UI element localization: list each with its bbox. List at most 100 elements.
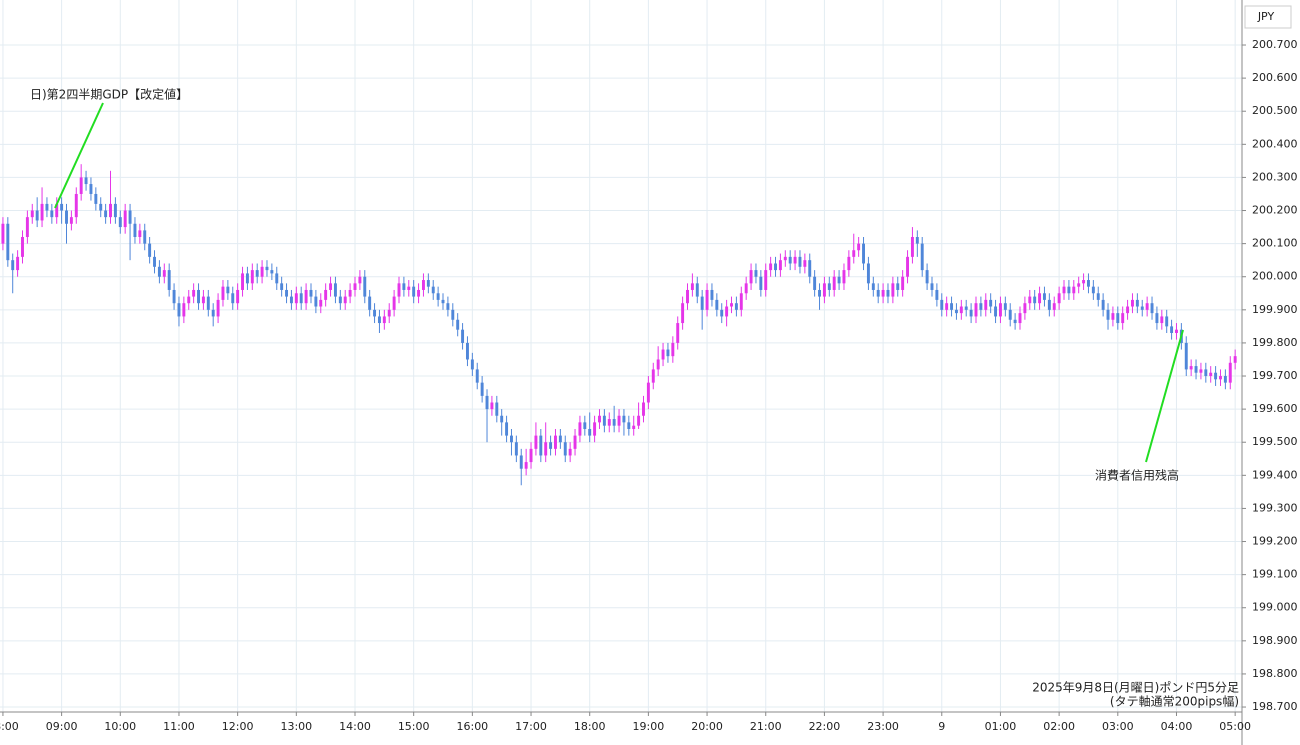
candle-body xyxy=(255,270,259,277)
x-tick-label: 09:00 xyxy=(46,720,78,733)
candle-body xyxy=(1062,286,1066,294)
candle-body xyxy=(65,210,68,224)
candle-body xyxy=(935,289,939,300)
y-tick-label: 199.100 xyxy=(1252,568,1298,581)
candle-body xyxy=(1199,369,1203,373)
candle-body xyxy=(607,419,611,426)
candle-body xyxy=(593,422,597,436)
candle-body xyxy=(1052,303,1056,310)
candle-body xyxy=(1086,280,1090,287)
candle-body xyxy=(187,296,191,304)
candle-body xyxy=(475,369,479,383)
candle-body xyxy=(1121,313,1125,324)
candle-body xyxy=(1008,309,1012,320)
candle-body xyxy=(588,428,592,436)
candle-body xyxy=(656,359,660,370)
candle-body xyxy=(201,296,205,304)
x-tick-label: 01:00 xyxy=(985,720,1017,733)
candle-body xyxy=(1023,303,1027,314)
candle-body xyxy=(299,293,303,304)
y-tick-label: 200.600 xyxy=(1252,71,1298,84)
candle-body xyxy=(60,203,64,211)
candle-body xyxy=(485,395,489,410)
candle-body xyxy=(1013,319,1017,324)
candle-body xyxy=(994,306,998,317)
candle-body xyxy=(881,289,885,297)
y-tick-label: 199.200 xyxy=(1252,535,1298,548)
candle-body xyxy=(612,419,616,426)
annotation-line xyxy=(54,102,104,209)
candle-body xyxy=(402,283,406,290)
candle-body xyxy=(265,266,269,271)
annotation: 日)第2四半期GDP【改定値】 xyxy=(30,87,188,102)
candle-body xyxy=(21,237,24,257)
candle-body xyxy=(925,270,929,284)
x-tick-label: 21:00 xyxy=(750,720,782,733)
candle-body xyxy=(1228,362,1232,383)
candle-body xyxy=(407,286,411,290)
candle-body xyxy=(314,296,318,307)
candle-body xyxy=(1,223,5,244)
candle-body xyxy=(490,402,494,410)
x-tick-label: 14:00 xyxy=(339,720,371,733)
candle-body xyxy=(798,256,802,267)
candle-body xyxy=(945,303,949,310)
candle-body xyxy=(363,276,367,297)
y-tick-label: 200.000 xyxy=(1252,270,1298,283)
candle-body xyxy=(426,280,430,287)
candle-body xyxy=(69,217,73,224)
candle-body xyxy=(206,296,210,310)
candle-body xyxy=(250,270,254,284)
candle-body xyxy=(954,309,958,314)
candle-body xyxy=(461,329,465,343)
candle-body xyxy=(495,402,499,416)
candle-body xyxy=(343,296,347,304)
candle-body xyxy=(1209,372,1213,377)
y-tick-label: 199.500 xyxy=(1252,435,1298,448)
candle-body xyxy=(30,210,34,218)
candle-body xyxy=(646,382,650,403)
candle-body xyxy=(285,289,289,297)
y-tick-label: 200.300 xyxy=(1252,170,1298,183)
candle-body xyxy=(930,283,934,290)
candle-body xyxy=(1057,293,1061,304)
candle-body xyxy=(133,223,137,238)
candle-body xyxy=(143,230,147,244)
candle-body xyxy=(969,309,973,317)
x-tick-label: 02:00 xyxy=(1043,720,1075,733)
candle-body xyxy=(514,442,518,456)
candle-body xyxy=(456,319,460,330)
candle-body xyxy=(637,415,641,426)
candle-body xyxy=(1194,366,1198,373)
candle-body xyxy=(167,270,171,290)
candle-body xyxy=(534,435,538,449)
candle-body xyxy=(1047,299,1051,310)
candle-body xyxy=(241,273,244,290)
candle-body xyxy=(544,442,548,456)
candle-body xyxy=(852,250,856,257)
candle-body xyxy=(1077,283,1081,287)
y-tick-label: 199.400 xyxy=(1252,468,1298,481)
candle-body xyxy=(1165,316,1169,327)
candle-body xyxy=(1160,316,1164,324)
candle-body xyxy=(686,289,689,304)
candle-body xyxy=(857,243,861,251)
y-tick-label: 198.800 xyxy=(1252,667,1298,680)
axes: 198.700 198.800 198.900 199.000 199.100 199.2… xyxy=(0,38,1298,733)
footer-text: 2025年9月8日(月曜日)ポンド円5分足 xyxy=(1032,681,1239,695)
candle-body xyxy=(1155,313,1159,324)
candle-body xyxy=(1131,299,1134,307)
candle-body xyxy=(1170,326,1174,333)
candle-body xyxy=(309,289,313,297)
y-tick-label: 198.900 xyxy=(1252,634,1298,647)
candle-body xyxy=(583,422,587,429)
candle-body xyxy=(1082,280,1086,284)
candle-body xyxy=(348,289,352,297)
candle-body xyxy=(989,299,993,307)
candle-body xyxy=(45,203,49,211)
candle-body xyxy=(55,203,59,218)
candle-body xyxy=(901,276,905,290)
candle-body xyxy=(373,309,377,317)
candle-body xyxy=(6,223,10,261)
candle-body xyxy=(891,283,895,297)
